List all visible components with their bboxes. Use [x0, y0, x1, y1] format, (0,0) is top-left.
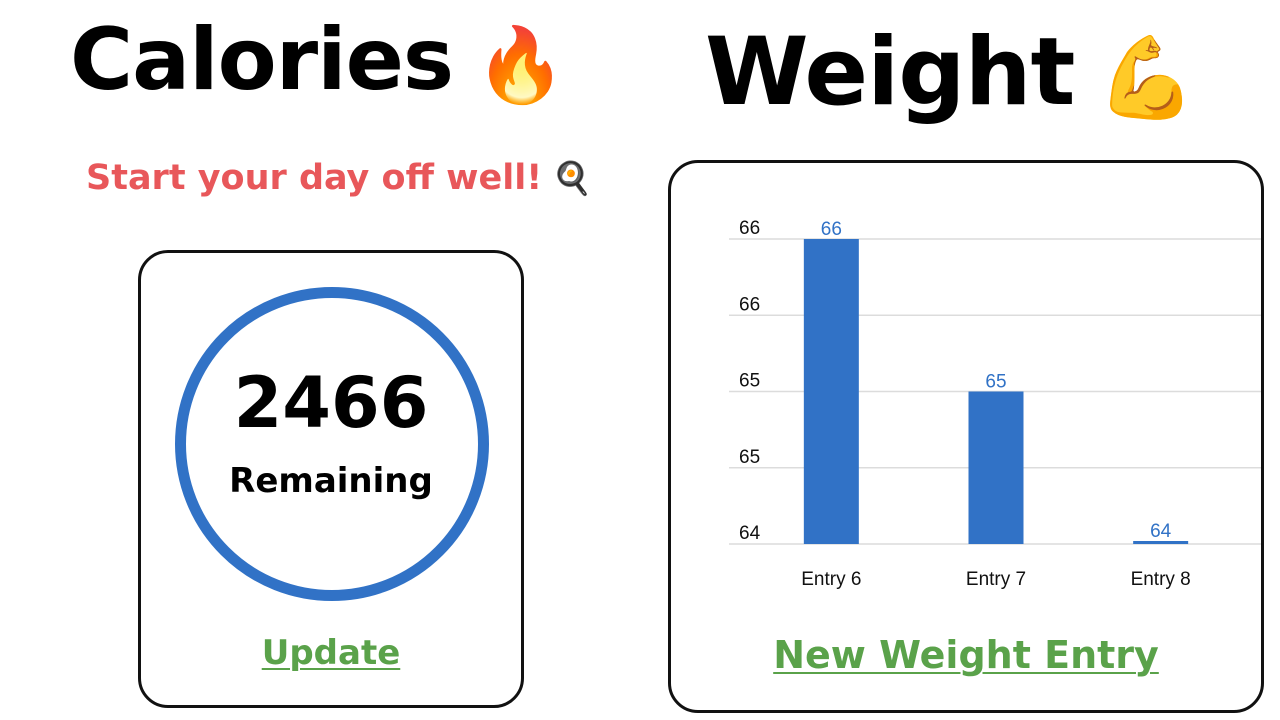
- x-tick-label: Entry 8: [1131, 569, 1191, 590]
- bar: [1133, 541, 1189, 544]
- bar: [803, 239, 859, 544]
- y-tick-label: 65: [739, 447, 760, 468]
- update-calories-link[interactable]: Update: [261, 633, 401, 673]
- weight-card: 64 65 65 66 66 66 Entry 6 65 Entry 7 64 Entry 8 Ne…: [668, 160, 1264, 713]
- data-label: 65: [985, 372, 1006, 393]
- new-weight-entry-link[interactable]: New Weight Entry: [773, 633, 1159, 677]
- calories-title: Calories 🔥: [70, 10, 566, 116]
- weight-title: Weight 💪: [705, 18, 1196, 133]
- y-tick-label: 65: [739, 371, 760, 392]
- calories-title-text: Calories: [70, 10, 454, 110]
- flexed-biceps-icon: 💪: [1096, 31, 1195, 125]
- calories-tagline: Start your day off well! 🍳: [86, 158, 592, 198]
- data-label: 64: [1150, 521, 1172, 542]
- y-tick-label: 66: [739, 218, 760, 239]
- tagline-text: Start your day off well!: [86, 158, 543, 198]
- bar: [968, 391, 1024, 544]
- calories-progress-ring: [175, 287, 489, 601]
- calories-card: 2466 Remaining Update: [138, 250, 524, 708]
- fire-icon: 🔥: [475, 22, 566, 108]
- calories-remaining-label: Remaining: [229, 461, 433, 501]
- y-tick-label: 66: [739, 294, 760, 315]
- weight-title-text: Weight: [705, 18, 1075, 127]
- x-tick-label: Entry 6: [801, 569, 861, 590]
- frying-pan-egg-icon: 🍳: [552, 159, 593, 197]
- x-tick-label: Entry 7: [966, 569, 1026, 590]
- calories-remaining-value: 2466: [233, 362, 429, 444]
- y-tick-label: 64: [739, 523, 761, 544]
- weight-bar-chart: 64 65 65 66 66 66 Entry 6 65 Entry 7 64 Entry 8: [729, 218, 1261, 590]
- data-label: 66: [821, 219, 842, 240]
